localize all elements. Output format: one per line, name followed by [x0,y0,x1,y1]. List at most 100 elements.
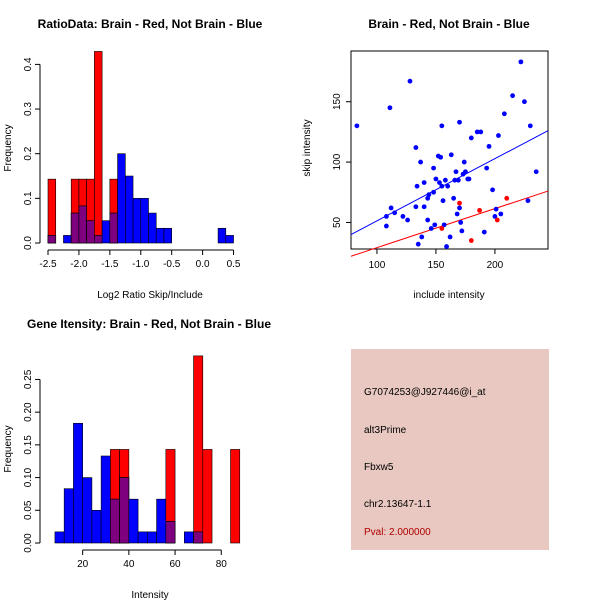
probe-id: G7074253@J927446@i_at [364,387,486,398]
brain-bar [47,178,57,244]
gene-location: chr2.13647-1.1 [364,499,432,510]
gene-name: Fbxw5 [364,462,394,473]
not-brain-point [431,165,436,171]
not-brain-point [405,217,411,223]
x-tick-label: 150 [428,260,445,271]
not-brain-point [496,133,501,138]
not-brain-point [392,210,398,216]
not-brain-bar [117,153,126,244]
not-brain-point [525,198,531,204]
x-tick-label: -0.5 [163,259,181,270]
not-brain-point [533,169,539,175]
not-brain-point [431,189,436,195]
overlap-bar [165,521,176,544]
not-brain-point [466,176,472,182]
overlap-bar [110,498,120,544]
x-tick-label: 200 [487,260,504,271]
y-tick-label: 0.4 [23,57,34,71]
not-brain-point [457,119,462,125]
y-tick-label: 0.05 [23,500,34,520]
not-brain-point [518,59,524,65]
overlap-bar [193,531,204,544]
not-brain-point [418,159,423,165]
not-brain-point [414,183,420,189]
x-tick-label: -1.0 [132,259,150,270]
brain-bar [94,51,103,244]
not-brain-point [388,205,394,211]
not-brain-point [492,214,498,219]
not-brain-bar [217,227,227,244]
y-tick-label: 0.20 [23,402,34,422]
scatter-x-axis: 100 150 200 [369,249,504,271]
scatter-title: Brain - Red, Not Brain - Blue [368,17,530,31]
ratio-histogram-ylabel: Frequency [3,124,14,171]
not-brain-point [445,183,451,189]
gene-histogram-bars [54,355,241,544]
overlap-bar [86,220,95,244]
not-brain-point [441,222,447,228]
not-brain-point [457,205,462,211]
not-brain-bar [100,455,111,544]
not-brain-point [437,180,442,185]
not-brain-point [407,78,413,84]
ratio-histogram-title: RatioData: Brain - Red, Not Brain - Blue [38,17,263,31]
not-brain-point [493,206,499,212]
not-brain-bar [125,175,134,244]
not-brain-bar [82,477,93,544]
not-brain-point [454,211,460,217]
not-brain-point [425,217,431,223]
x-tick-label: -1.5 [101,259,119,270]
not-brain-point [478,129,484,135]
not-brain-point [448,152,454,158]
not-brain-point [439,123,445,129]
x-tick-label: 0.5 [227,259,241,270]
not-brain-bar [156,498,167,544]
y-tick-label: 0.1 [23,191,34,205]
y-tick-label: 50 [332,216,343,228]
not-brain-point [354,123,360,129]
x-tick-label: 40 [123,559,135,570]
not-brain-point [421,204,427,210]
not-brain-bar [128,498,139,544]
not-brain-point [501,111,507,117]
x-tick-label: 60 [170,559,182,570]
not-brain-point [383,223,389,229]
not-brain-point [439,183,445,189]
ratio-histogram-x-axis: -2.5 -2.0 -1.5 -1.0 -0.5 0.0 0.5 [39,249,241,270]
not-brain-point [413,145,419,150]
brain-fit-line [350,190,549,257]
ratio-histogram-y-axis: 0.0 0.1 0.2 0.3 0.4 [23,57,41,250]
scatter-points [354,59,539,249]
gene-histogram-xlabel: Intensity [131,590,168,600]
ratio-histogram-xlabel: Log2 Ratio Skip/Include [97,290,203,301]
not-brain-bar [63,488,74,544]
not-brain-bar [101,220,111,244]
overlap-bar [119,477,130,544]
not-brain-bar [63,235,72,244]
brain-point [494,217,500,223]
not-brain-point [461,159,467,165]
not-brain-point [527,123,533,129]
not-brain-point [522,99,527,105]
x-tick-label: 0.0 [196,259,210,270]
not-brain-point [444,244,449,249]
not-brain-point [463,169,468,175]
not-brain-bar [225,235,234,244]
overlap-bar [109,212,118,244]
overlap-bar [94,235,103,244]
not-brain-bar [155,227,165,244]
not-brain-bar [184,531,194,544]
ratio-histogram-panel: RatioData: Brain - Red, Not Brain - Blue… [3,17,263,301]
not-brain-point [486,143,492,149]
not-brain-point [490,187,495,193]
not-brain-point [428,226,434,231]
not-brain-bar [163,227,172,244]
not-brain-point [442,177,448,183]
not-brain-bar [137,531,148,544]
x-tick-label: -2.0 [70,259,88,270]
gene-histogram-x-axis: 20 40 60 80 [77,549,227,570]
scatter-ylabel: skip intensity [302,119,313,176]
scatter-fit-lines [350,130,549,257]
not-brain-point [419,234,425,240]
